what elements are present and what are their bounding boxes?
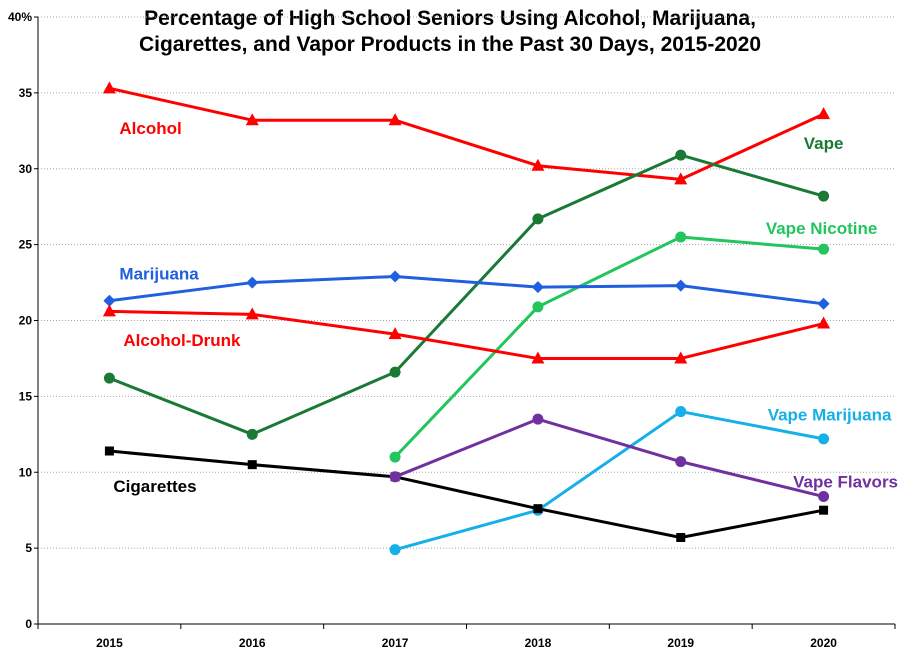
y-tick-label: 20	[19, 314, 33, 328]
vape-marijuana-line	[394, 410, 824, 552]
marijuana-label: Marijuana	[119, 264, 199, 283]
vape-flavors-point	[818, 491, 830, 503]
vape-flavors-point	[675, 456, 687, 468]
x-tick-label: 2018	[525, 636, 552, 650]
y-tick-label: 30	[19, 162, 33, 176]
marijuana-point	[817, 297, 830, 310]
alcohol-drunk-point	[388, 327, 402, 340]
y-tick-label: 40%	[8, 10, 32, 24]
chart-title: Percentage of High School Seniors Using …	[60, 6, 840, 58]
x-tick-label: 2020	[810, 636, 837, 650]
vape-marijuana-point	[675, 406, 687, 418]
alcohol-point	[674, 172, 688, 185]
vape-nicotine-point	[675, 231, 687, 243]
vape-point	[675, 149, 687, 161]
alcohol-point	[102, 81, 116, 94]
x-tick-label: 2015	[96, 636, 123, 650]
alcohol-drunk-point	[102, 304, 116, 317]
vape-point	[103, 372, 115, 384]
vape-nicotine-point	[818, 243, 830, 255]
vape-flavors-line	[394, 417, 824, 498]
cigarettes-point	[247, 460, 257, 470]
cigarettes-line	[109, 449, 824, 540]
cigarettes-point	[104, 446, 114, 456]
y-tick-label: 10	[19, 465, 33, 479]
cigarettes-point	[533, 504, 543, 514]
alcohol-drunk-line	[109, 309, 824, 360]
y-tick-label: 0	[25, 617, 32, 631]
marijuana-point	[389, 270, 402, 283]
vape-nicotine-point	[532, 301, 544, 313]
alcohol-point	[245, 113, 259, 126]
alcohol-label: Alcohol	[119, 119, 181, 138]
cigarettes-label: Cigarettes	[113, 477, 196, 496]
vape-point	[818, 190, 830, 202]
vape-marijuana-point	[389, 544, 401, 556]
alcohol-point	[388, 113, 402, 126]
vape-point	[532, 213, 544, 225]
alcohol-drunk-label: Alcohol-Drunk	[123, 331, 241, 350]
alcohol-line	[109, 86, 825, 181]
y-tick-label: 5	[25, 541, 32, 555]
cigarettes-point	[819, 505, 829, 515]
alcohol-drunk-point	[531, 351, 545, 364]
vape-flavors-point	[532, 413, 544, 425]
x-tick-label: 2016	[239, 636, 266, 650]
alcohol-drunk-point	[817, 316, 831, 329]
vape-flavors-label: Vape Flavors	[793, 472, 898, 491]
marijuana-point	[246, 276, 259, 289]
alcohol-point	[817, 107, 831, 120]
vape-line	[108, 153, 824, 436]
vape-flavors-point	[389, 471, 401, 483]
x-tick-label: 2017	[382, 636, 409, 650]
vape-point	[246, 428, 258, 440]
vape-label: Vape	[804, 134, 844, 153]
marijuana-point	[103, 294, 116, 307]
alcohol-point	[531, 158, 545, 171]
vape-nicotine-point	[389, 451, 401, 463]
vape-nicotine-line	[393, 235, 824, 459]
marijuana-line	[109, 274, 824, 306]
marijuana-point	[674, 279, 687, 292]
alcohol-drunk-point	[674, 351, 688, 364]
y-tick-label: 35	[19, 86, 33, 100]
y-tick-label: 15	[19, 389, 33, 403]
cigarettes-point	[676, 533, 686, 543]
vape-nicotine-label: Vape Nicotine	[766, 219, 877, 238]
vape-point	[389, 366, 401, 378]
x-tick-label: 2019	[667, 636, 694, 650]
vape-marijuana-point	[818, 433, 830, 445]
vape-marijuana-label: Vape Marijuana	[768, 406, 892, 425]
chart-title-line-1: Percentage of High School Seniors Using …	[144, 7, 756, 30]
alcohol-drunk-point	[245, 307, 259, 320]
y-tick-label: 25	[19, 238, 33, 252]
marijuana-point	[531, 281, 544, 294]
chart-title-line-2: Cigarettes, and Vapor Products in the Pa…	[138, 33, 762, 56]
